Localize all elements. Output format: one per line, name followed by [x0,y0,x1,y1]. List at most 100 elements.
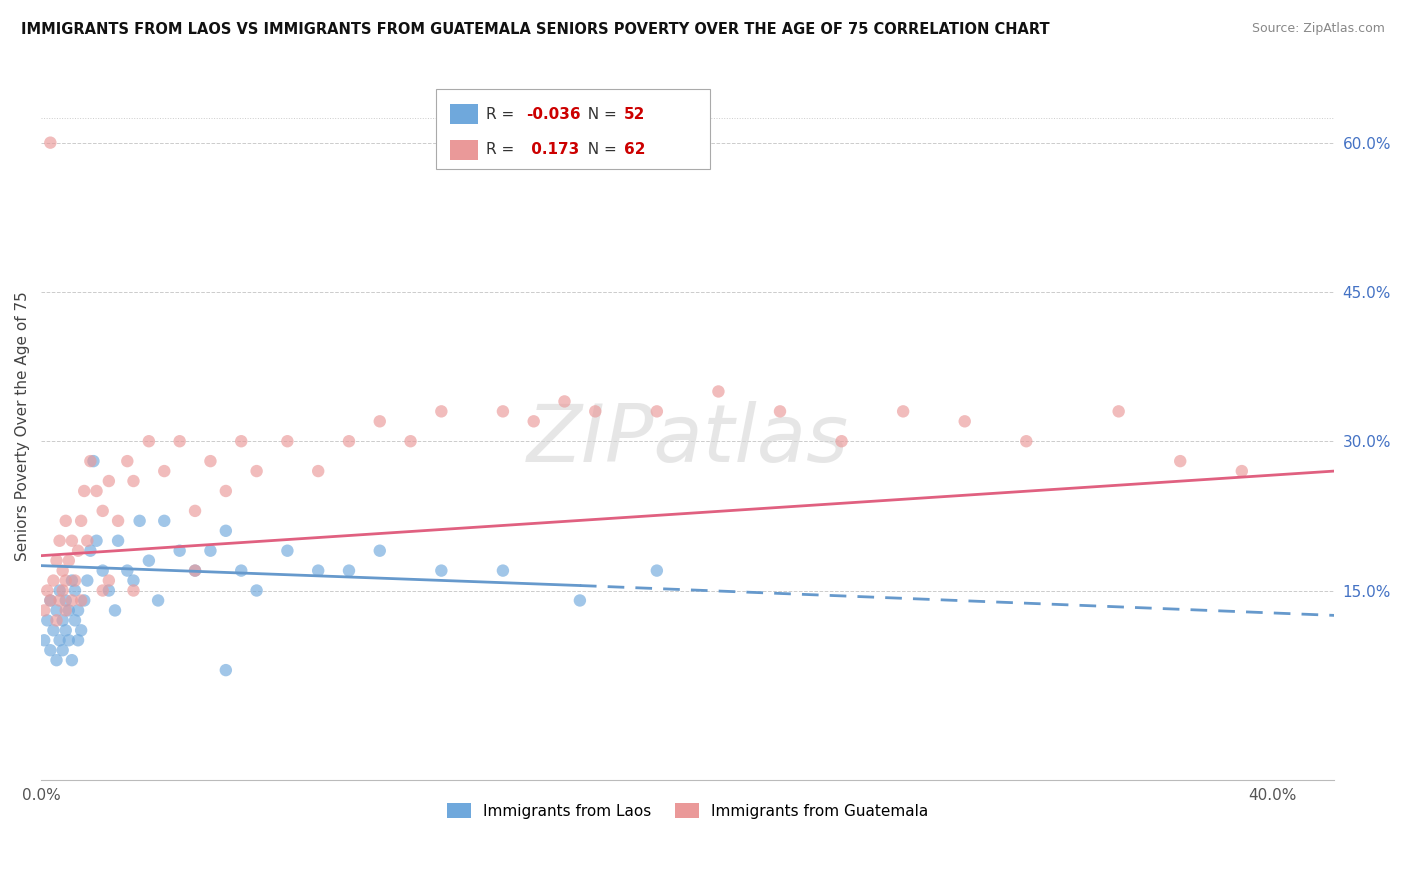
Point [368,543,391,558]
Point [55,514,77,528]
Point [91,564,114,578]
Point [215,524,238,538]
Point [60,593,83,607]
Point [42,624,65,638]
Point [553,394,575,409]
Point [70,514,93,528]
Point [82,454,104,468]
Point [1108,404,1130,418]
Text: N =: N = [578,143,621,157]
Point [39,136,62,150]
Point [200,543,222,558]
Point [45,603,67,617]
Point [337,564,360,578]
Point [430,404,453,418]
Point [184,564,207,578]
Point [79,454,101,468]
Text: R =: R = [486,143,520,157]
Point [122,474,145,488]
Point [276,543,298,558]
Point [307,564,329,578]
Point [583,404,606,418]
Point [48,633,70,648]
Point [430,564,453,578]
Point [122,583,145,598]
Point [45,653,67,667]
Point [97,474,120,488]
Point [58,603,80,617]
Point [1230,464,1253,478]
Point [67,543,90,558]
Point [831,434,853,449]
Point [37,583,59,598]
Text: 0.173: 0.173 [526,143,579,157]
Point [1168,454,1191,468]
Point [86,533,108,548]
Point [60,653,83,667]
Point [52,643,75,657]
Point [645,404,668,418]
Point [153,514,176,528]
Point [70,593,93,607]
Point [107,533,129,548]
Point [138,434,160,449]
Point [48,593,70,607]
Text: R =: R = [486,107,520,121]
Point [70,624,93,638]
Point [63,613,86,627]
Point [52,613,75,627]
Point [32,633,55,648]
Point [60,574,83,588]
Text: 52: 52 [624,107,645,121]
Point [32,603,55,617]
Point [104,603,127,617]
Point [91,583,114,598]
Point [73,593,96,607]
Point [39,593,62,607]
Text: IMMIGRANTS FROM LAOS VS IMMIGRANTS FROM GUATEMALA SENIORS POVERTY OVER THE AGE O: IMMIGRANTS FROM LAOS VS IMMIGRANTS FROM … [21,22,1050,37]
Point [399,434,422,449]
Point [246,464,269,478]
Point [128,514,150,528]
Point [169,543,191,558]
Point [645,564,668,578]
Text: ZIPatlas: ZIPatlas [527,401,849,479]
Point [117,454,139,468]
Point [368,414,391,428]
Point [76,533,98,548]
Point [45,613,67,627]
Text: -0.036: -0.036 [526,107,581,121]
Point [184,504,207,518]
Point [117,564,139,578]
Point [492,404,515,418]
Point [39,593,62,607]
Point [42,574,65,588]
Point [122,574,145,588]
Point [76,574,98,588]
Point [39,643,62,657]
Point [1015,434,1038,449]
Point [63,583,86,598]
Point [492,564,515,578]
Point [48,583,70,598]
Point [55,603,77,617]
Point [60,533,83,548]
Point [107,514,129,528]
Point [55,574,77,588]
Y-axis label: Seniors Poverty Over the Age of 75: Seniors Poverty Over the Age of 75 [15,292,30,561]
Point [184,564,207,578]
Point [79,543,101,558]
Point [67,633,90,648]
Point [153,464,176,478]
Point [67,603,90,617]
Point [73,483,96,498]
Point [146,593,169,607]
Point [169,434,191,449]
Text: 62: 62 [624,143,645,157]
Point [91,504,114,518]
Point [707,384,730,399]
Point [63,574,86,588]
Point [97,574,120,588]
Point [231,434,253,449]
Point [138,554,160,568]
